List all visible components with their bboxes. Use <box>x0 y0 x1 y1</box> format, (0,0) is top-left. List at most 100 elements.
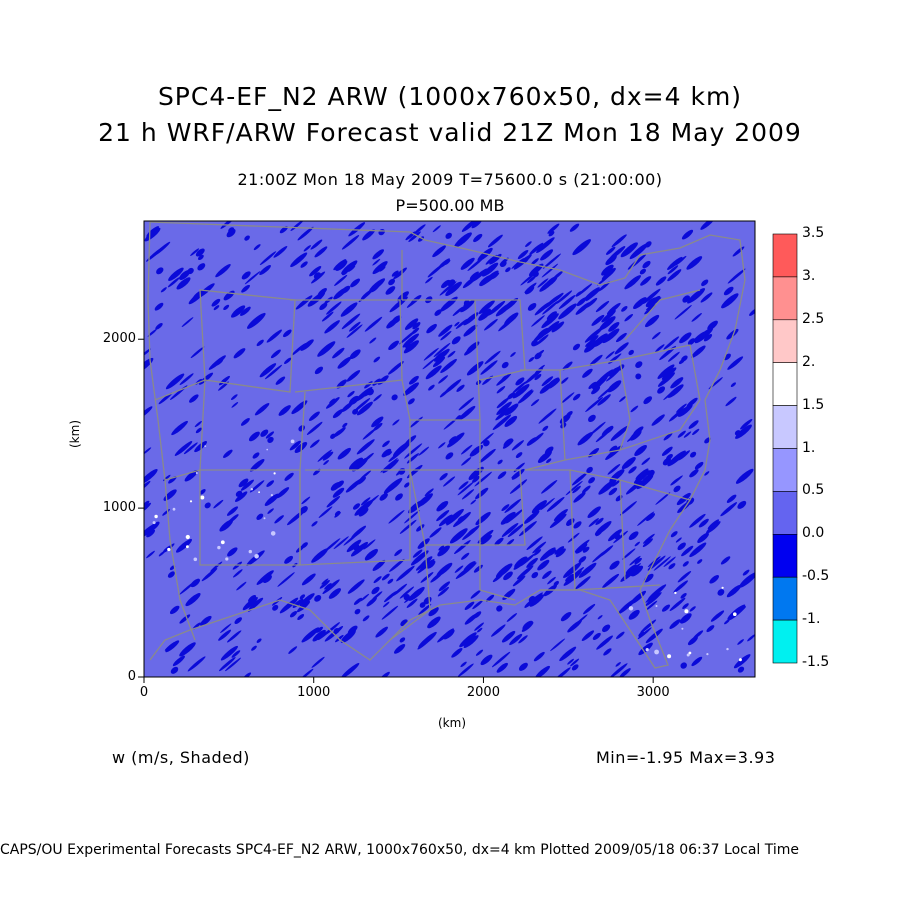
downdraft-streak <box>373 394 382 402</box>
downdraft-streak <box>189 394 199 403</box>
downdraft-streak <box>669 619 681 629</box>
downdraft-streak <box>532 541 547 554</box>
downdraft-streak <box>346 370 361 382</box>
downdraft-streak <box>333 429 343 438</box>
downdraft-streak <box>595 300 610 313</box>
downdraft-streak <box>473 611 482 619</box>
downdraft-streak <box>314 366 324 375</box>
downdraft-streak <box>663 336 680 350</box>
downdraft-streak <box>701 279 709 287</box>
downdraft-streak <box>208 355 226 370</box>
updraft-spot <box>152 521 156 525</box>
downdraft-streak <box>541 313 559 329</box>
downdraft-streak <box>541 479 558 494</box>
downdraft-streak <box>504 403 519 416</box>
downdraft-streak <box>194 441 207 453</box>
downdraft-streak <box>190 248 200 256</box>
downdraft-streak <box>454 232 472 248</box>
downdraft-streak <box>667 265 679 275</box>
downdraft-streak <box>573 521 582 529</box>
colorbar-segment <box>772 619 798 664</box>
downdraft-streak <box>531 571 539 579</box>
downdraft-streak <box>601 267 616 281</box>
downdraft-streak <box>382 601 390 608</box>
downdraft-streak <box>371 416 384 428</box>
downdraft-streak <box>655 492 671 505</box>
downdraft-streak <box>555 548 566 558</box>
downdraft-streak <box>546 496 565 512</box>
downdraft-streak <box>364 548 378 561</box>
downdraft-streak <box>479 448 496 463</box>
downdraft-streak <box>417 236 425 242</box>
downdraft-streak <box>309 439 320 448</box>
downdraft-streak <box>501 522 519 538</box>
downdraft-streak <box>427 263 444 278</box>
downdraft-streak <box>144 406 153 419</box>
downdraft-streak <box>220 623 232 634</box>
downdraft-streak <box>638 631 645 638</box>
downdraft-streak <box>407 398 415 405</box>
downdraft-streak <box>467 257 484 272</box>
downdraft-streak <box>326 301 342 315</box>
downdraft-streak <box>700 221 715 230</box>
downdraft-streak <box>417 538 430 549</box>
downdraft-streak <box>698 518 709 528</box>
downdraft-streak <box>560 392 575 404</box>
downdraft-streak <box>323 460 329 465</box>
downdraft-streak <box>447 350 456 358</box>
downdraft-streak <box>394 549 403 557</box>
field-label: w (m/s, Shaded) <box>112 748 250 767</box>
downdraft-streak <box>706 625 715 633</box>
downdraft-streak <box>215 263 231 278</box>
downdraft-streak <box>350 278 361 288</box>
downdraft-streak <box>144 447 152 455</box>
downdraft-streak <box>637 627 652 640</box>
downdraft-streak <box>463 324 478 337</box>
downdraft-streak <box>225 657 241 672</box>
downdraft-streak <box>332 409 344 419</box>
downdraft-streak <box>190 578 200 588</box>
downdraft-streak <box>364 316 383 332</box>
downdraft-streak <box>267 508 274 514</box>
colorbar-segment <box>772 448 798 492</box>
downdraft-streak <box>300 261 308 268</box>
downdraft-streak <box>273 246 288 258</box>
downdraft-streak <box>216 359 224 366</box>
downdraft-streak <box>362 452 374 463</box>
downdraft-streak <box>734 430 741 436</box>
downdraft-streak <box>404 510 420 524</box>
downdraft-streak <box>337 356 352 369</box>
downdraft-streak <box>279 226 288 234</box>
downdraft-streak <box>349 457 363 470</box>
downdraft-streak <box>723 353 731 361</box>
downdraft-streak <box>240 306 251 316</box>
downdraft-streak <box>388 340 399 351</box>
downdraft-streak <box>314 595 322 602</box>
west-coast <box>147 221 196 641</box>
downdraft-streak <box>591 314 605 326</box>
downdraft-streak <box>663 386 680 401</box>
downdraft-streak <box>252 452 260 459</box>
downdraft-streak <box>671 475 683 485</box>
downdraft-streak <box>496 401 512 415</box>
downdraft-streak <box>325 397 340 409</box>
x-tick-label: 2000 <box>466 685 500 700</box>
downdraft-streak <box>301 627 320 643</box>
downdraft-streak <box>630 565 644 577</box>
updraft-spot <box>738 658 742 662</box>
downdraft-streak <box>474 471 492 487</box>
downdraft-streak <box>540 249 554 261</box>
downdraft-streak <box>426 560 436 569</box>
downdraft-streak <box>628 466 637 474</box>
downdraft-streak <box>263 574 272 584</box>
downdraft-streak <box>234 617 242 625</box>
downdraft-streak <box>458 562 477 578</box>
downdraft-streak <box>171 420 188 436</box>
downdraft-streak <box>678 450 691 461</box>
downdraft-streak <box>406 598 418 608</box>
downdraft-streak <box>346 539 362 553</box>
downdraft-streak <box>533 651 545 662</box>
downdraft-streak <box>594 520 612 536</box>
downdraft-streak <box>387 578 394 584</box>
downdraft-streak <box>535 665 550 677</box>
